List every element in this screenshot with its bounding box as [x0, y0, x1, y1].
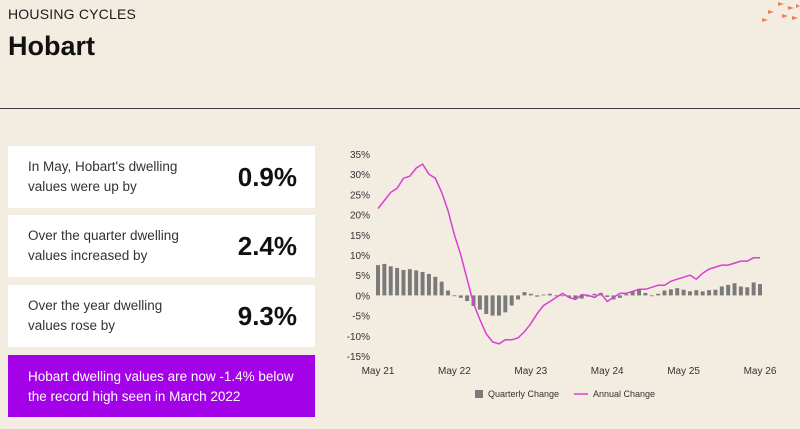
housing-cycle-chart: 35% 30% 25% 20% 15% 10% 5% 0% -5% -10% -15% May 21 M… [347, 150, 777, 399]
quarterly-change-bar [630, 291, 635, 296]
x-tick-label: May 23 [514, 366, 547, 377]
banner-line: Hobart dwelling values are now -1.4% bel… [28, 369, 294, 384]
quarterly-change-bar [726, 284, 731, 296]
y-tick-label: 0% [356, 291, 371, 302]
quarterly-change-bar [687, 291, 692, 296]
quarterly-change-bar [446, 290, 451, 296]
eyebrow-label: HOUSING CYCLES [8, 6, 137, 22]
quarterly-change-bar [414, 270, 419, 296]
quarterly-change-bar [579, 295, 584, 299]
quarterly-change-bar [637, 288, 642, 296]
legend-annual-label: Annual Change [593, 389, 655, 399]
quarterly-change-bar [668, 289, 673, 296]
monthly-change-card: In May, Hobart's dwelling values were up… [8, 146, 315, 208]
quarterly-change-bar [713, 289, 718, 296]
y-tick-label: -10% [347, 332, 370, 343]
y-tick-label: 25% [350, 190, 370, 201]
quarterly-change-bar [426, 273, 431, 296]
legend-quarterly-swatch [475, 390, 483, 398]
quarterly-change-bar [681, 289, 686, 296]
quarterly-change-bar [573, 295, 578, 300]
card-label: Over the year dwelling values rose by [28, 298, 163, 333]
y-tick-label: -15% [347, 352, 370, 363]
quarterly-change-bar [719, 286, 724, 296]
quarterly-change-bar [643, 292, 648, 296]
y-tick-label: -5% [352, 312, 370, 323]
annual-change-line [377, 163, 760, 345]
quarterly-change-bar [732, 283, 737, 296]
quarterly-change-bar [662, 290, 667, 296]
quarterly-change-card: Over the quarter dwelling values increas… [8, 215, 315, 277]
quarterly-change-bar [509, 295, 514, 306]
y-tick-label: 20% [350, 211, 370, 222]
quarterly-change-bar [592, 293, 597, 296]
quarterly-change-bar [496, 295, 501, 316]
quarterly-change-bar [439, 281, 444, 296]
quarterly-change-bar [401, 269, 406, 296]
card-label: In May, Hobart's dwelling values were up… [28, 159, 178, 194]
quarterly-change-bar [535, 295, 540, 297]
y-tick-label: 35% [350, 150, 370, 161]
quarterly-change-bar [395, 267, 400, 296]
quarterly-change-bar [503, 295, 508, 313]
card-value: 2.4% [237, 230, 297, 261]
quarterly-change-bar [560, 295, 565, 297]
quarterly-change-bar [751, 282, 756, 296]
quarterly-change-bar [547, 293, 552, 296]
quarterly-change-bar [738, 286, 743, 296]
quarterly-change-bar [649, 295, 654, 297]
quarterly-change-bar [656, 293, 661, 296]
card-value: 0.9% [237, 161, 297, 192]
quarterly-change-bar [758, 284, 762, 296]
banner-line: the record high seen in March 2022 [28, 389, 241, 404]
quarterly-change-bar [452, 295, 457, 297]
quarterly-change-bar [624, 294, 629, 296]
card-label: Over the quarter dwelling values increas… [28, 228, 179, 263]
x-tick-label: May 21 [362, 366, 395, 377]
quarterly-change-bar [484, 295, 489, 314]
quarterly-change-bar [407, 269, 412, 296]
x-tick-label: May 25 [667, 366, 700, 377]
quarterly-change-bar [700, 291, 705, 296]
quarterly-change-bar [694, 290, 699, 296]
quarterly-change-bar [433, 276, 438, 296]
quarterly-change-bar [382, 263, 387, 296]
quarterly-change-bar [675, 288, 680, 296]
quarterly-change-bar [376, 265, 380, 296]
y-tick-label: 15% [350, 231, 370, 242]
header-divider [0, 108, 800, 109]
legend-quarterly-label: Quarterly Change [488, 389, 559, 399]
annual-change-card: Over the year dwelling values rose by 9.… [8, 285, 315, 347]
quarterly-change-bar [477, 295, 482, 310]
quarterly-change-bar [420, 271, 425, 296]
y-tick-label: 30% [350, 170, 370, 181]
card-value: 9.3% [237, 300, 297, 331]
quarterly-change-bar [707, 290, 712, 296]
quarterly-change-bar [490, 295, 495, 316]
y-tick-label: 5% [356, 271, 371, 282]
quarterly-change-bar [528, 293, 533, 296]
quarterly-change-bar [605, 295, 610, 298]
quarterly-change-bar [567, 295, 571, 298]
quarterly-change-bar [516, 295, 521, 300]
y-tick-label: 10% [350, 251, 370, 262]
quarterly-change-bar [522, 292, 527, 296]
page-title: Hobart [8, 31, 95, 61]
x-tick-label: May 24 [591, 366, 624, 377]
quarterly-change-bar [458, 295, 463, 298]
x-tick-label: May 22 [438, 366, 471, 377]
quarterly-change-bar [541, 294, 546, 296]
record-high-banner: Hobart dwelling values are now -1.4% bel… [8, 355, 315, 417]
x-tick-label: May 26 [744, 366, 777, 377]
decorative-arrows-icon [762, 2, 800, 22]
quarterly-change-bar [388, 266, 393, 296]
quarterly-change-bar [617, 295, 622, 298]
quarterly-change-bar [745, 287, 750, 296]
quarterly-change-bar [554, 295, 559, 297]
quarterly-change-bar [465, 295, 470, 302]
